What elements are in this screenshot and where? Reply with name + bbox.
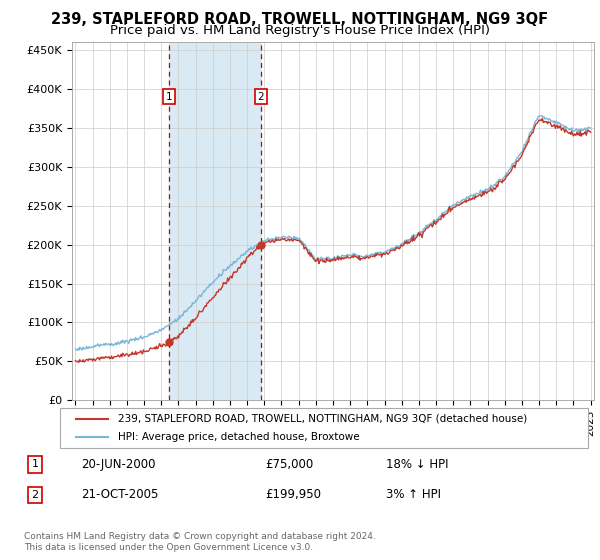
Text: 3% ↑ HPI: 3% ↑ HPI — [386, 488, 442, 501]
Text: 239, STAPLEFORD ROAD, TROWELL, NOTTINGHAM, NG9 3QF (detached house): 239, STAPLEFORD ROAD, TROWELL, NOTTINGHA… — [118, 414, 527, 424]
Text: 1: 1 — [32, 459, 38, 469]
FancyBboxPatch shape — [60, 408, 588, 448]
Text: 1: 1 — [166, 91, 173, 101]
Text: 18% ↓ HPI: 18% ↓ HPI — [386, 458, 449, 471]
Text: 239, STAPLEFORD ROAD, TROWELL, NOTTINGHAM, NG9 3QF: 239, STAPLEFORD ROAD, TROWELL, NOTTINGHA… — [52, 12, 548, 27]
Text: 20-JUN-2000: 20-JUN-2000 — [81, 458, 155, 471]
Text: 2: 2 — [257, 91, 264, 101]
Text: Contains HM Land Registry data © Crown copyright and database right 2024.: Contains HM Land Registry data © Crown c… — [24, 532, 376, 541]
Bar — [169, 42, 261, 400]
Text: This data is licensed under the Open Government Licence v3.0.: This data is licensed under the Open Gov… — [24, 543, 313, 552]
Text: £75,000: £75,000 — [265, 458, 314, 471]
Text: Price paid vs. HM Land Registry's House Price Index (HPI): Price paid vs. HM Land Registry's House … — [110, 24, 490, 37]
Text: 21-OCT-2005: 21-OCT-2005 — [81, 488, 158, 501]
Text: 2: 2 — [31, 489, 38, 500]
Text: £199,950: £199,950 — [265, 488, 322, 501]
Text: HPI: Average price, detached house, Broxtowe: HPI: Average price, detached house, Brox… — [118, 432, 360, 442]
